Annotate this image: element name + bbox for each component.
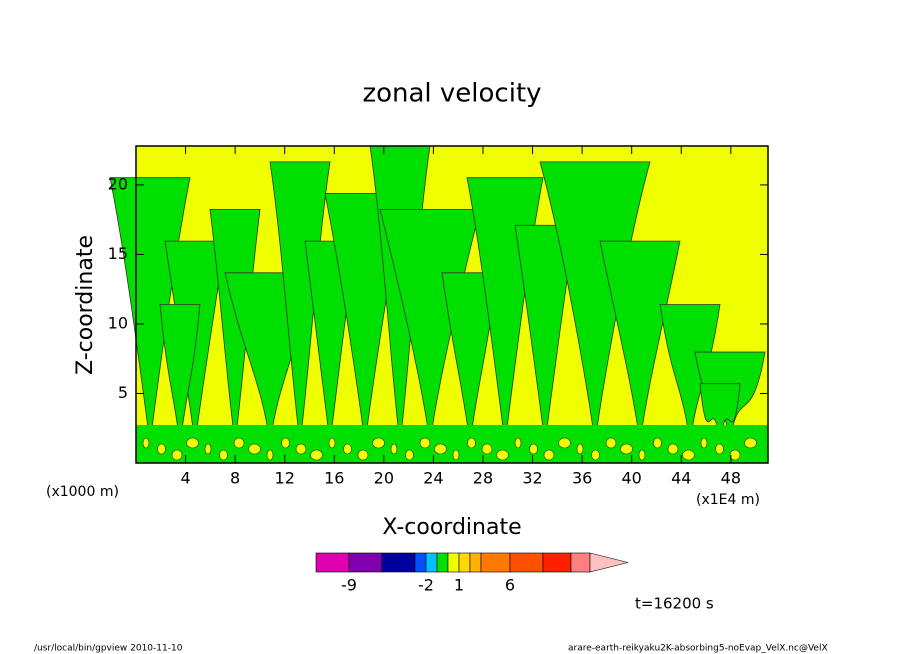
colorbar-label: -9 [341,576,357,595]
field-blob [605,437,617,449]
colorbar-swatch [542,552,572,573]
field-blob [434,443,447,455]
x-tick-label: 24 [423,469,443,488]
field-blob [281,437,290,449]
field-blob [452,449,460,461]
colorbar-swatch [469,552,482,573]
field-blob [233,437,245,449]
colorbar-extension [589,552,629,573]
y-tick-label: 15 [108,244,128,263]
x-unit-left: (x1000 m) [46,484,119,500]
field-blob [543,449,555,461]
field-blob [700,437,708,449]
y-axis-label: Z-coordinate [73,235,98,375]
x-tick-label: 36 [572,469,592,488]
field-blob [682,449,695,461]
time-label: t=16200 s [635,595,714,613]
x-axis-label: X-coordinate [382,515,521,540]
field-blob [186,437,199,449]
x-tick-label: 28 [473,469,493,488]
field-blob [142,437,150,449]
colorbar-swatch [458,552,471,573]
field-blob [591,449,600,461]
colorbar-swatch [425,552,438,573]
colorbar-swatch [480,552,511,573]
contour-field [109,145,768,463]
colorbar-swatch [436,552,449,573]
plot-frame [135,145,769,464]
field-blob [715,443,724,455]
y-tick-label: 20 [108,174,128,193]
x-unit-right: (x1E4 m) [696,492,760,508]
chart-title: zonal velocity [362,79,541,109]
x-tick-label: 20 [374,469,394,488]
field-blob [171,449,183,461]
field-blob [295,443,307,455]
field-blob [481,443,493,455]
field-blob [390,443,398,455]
field-blob [248,443,261,455]
field-blob [219,449,228,461]
field-blob [204,443,212,455]
x-tick-label: 48 [721,469,741,488]
field-blob [667,443,679,455]
x-tick-label: 12 [275,469,295,488]
field-blob [310,449,323,461]
field-blob [467,437,476,449]
colorbar-label: 6 [505,576,515,595]
field-blob [343,443,352,455]
x-tick-label: 40 [622,469,642,488]
footer-right: arare-earth-reikyaku2K-absorbing5-noEvap… [568,644,828,654]
field-blob [266,449,274,461]
field-blob [576,443,584,455]
field-blob [496,449,509,461]
field-blob [372,437,385,449]
x-tick-label: 16 [324,469,344,488]
field-blob [729,449,741,461]
field-blob [514,437,522,449]
x-tick-label: 4 [180,469,190,488]
colorbar-swatch [414,552,427,573]
field-blob [405,449,414,461]
field-blob [157,443,166,455]
colorbar-swatch [348,552,383,573]
field-blob [638,449,646,461]
x-tick-label: 32 [522,469,542,488]
y-tick-label: 5 [118,383,128,402]
colorbar-swatch [381,552,416,573]
colorbar-swatch [509,552,544,573]
field-blob [357,449,369,461]
y-tick-label: 10 [108,313,128,332]
colorbar-label: -2 [418,576,434,595]
colorbar-swatch [315,552,350,573]
colorbar-swatch [570,552,591,573]
colorbar-swatch [447,552,460,573]
field-blob [620,443,633,455]
field-blob [419,437,431,449]
colorbar-label: 1 [454,576,464,595]
field-blob [653,437,662,449]
x-tick-label: 8 [230,469,240,488]
field-blob [328,437,336,449]
field-blob [744,437,757,449]
x-tick-label: 44 [671,469,691,488]
footer-left: /usr/local/bin/gpview 2010-11-10 [34,644,183,654]
field-blob [558,437,571,449]
field-blob [529,443,538,455]
